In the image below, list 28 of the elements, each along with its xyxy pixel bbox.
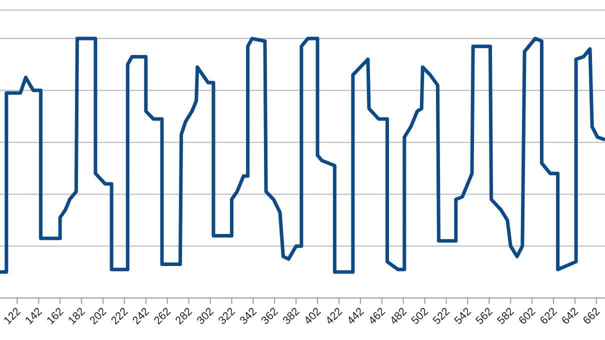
x-tick-label: 122 — [2, 306, 24, 328]
x-tick-label: 162 — [44, 306, 66, 328]
x-tick-label: 142 — [23, 306, 45, 328]
x-tick-label: 602 — [516, 306, 538, 328]
x-tick-label: 382 — [280, 306, 302, 328]
x-tick-label: 622 — [538, 306, 560, 328]
x-tick-label: 322 — [216, 306, 238, 328]
x-tick-label: 542 — [452, 306, 474, 328]
x-tick-label: 462 — [366, 306, 388, 328]
x-tick-label: 582 — [495, 306, 517, 328]
x-tick-label: 442 — [345, 306, 367, 328]
x-tick-label: 242 — [130, 306, 152, 328]
x-tick-label: 642 — [560, 306, 582, 328]
x-tick-label: 262 — [152, 306, 174, 328]
x-tick-label: 222 — [109, 306, 131, 328]
x-tick-label: 202 — [88, 306, 110, 328]
x-tick-label: 522 — [430, 306, 452, 328]
x-tick-label: 182 — [66, 306, 88, 328]
x-tick-label: 662 — [581, 306, 603, 328]
x-tick-label: 282 — [173, 306, 195, 328]
x-tick-label: 342 — [238, 306, 260, 328]
x-tick-label: 302 — [194, 306, 216, 328]
x-tick-label: 402 — [302, 306, 324, 328]
x-tick-label: 362 — [259, 306, 281, 328]
x-tick-label: 502 — [409, 306, 431, 328]
x-tick-label: 482 — [388, 306, 410, 328]
x-tick-label: 422 — [324, 306, 346, 328]
x-tick-label: 562 — [474, 306, 496, 328]
